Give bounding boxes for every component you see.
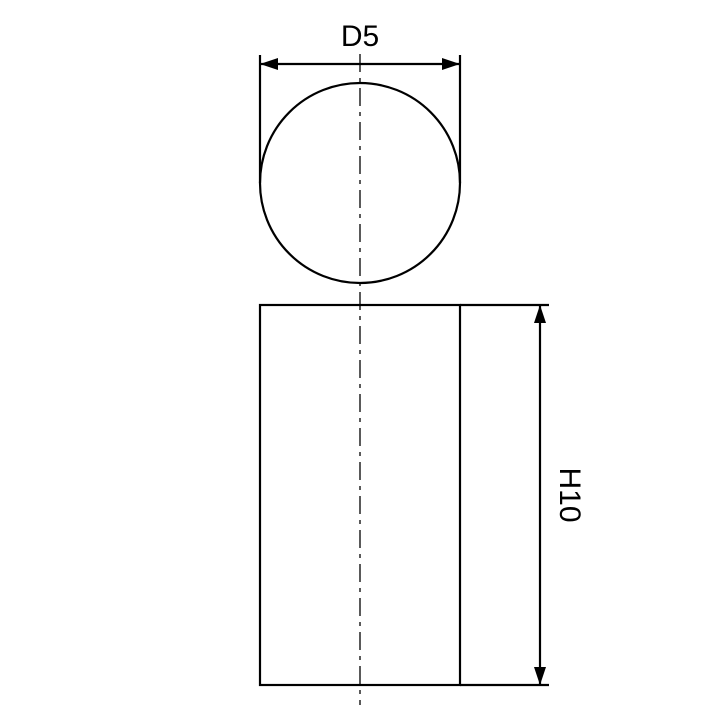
- dimension-diameter-label: D5: [341, 20, 379, 53]
- arrow-left-icon: [260, 58, 278, 70]
- dimension-height: H10: [460, 305, 586, 685]
- dimension-height-label: H10: [553, 467, 586, 522]
- technical-drawing: D5 H10: [0, 0, 720, 720]
- arrow-right-icon: [442, 58, 460, 70]
- arrow-up-icon: [534, 305, 546, 323]
- arrow-down-icon: [534, 667, 546, 685]
